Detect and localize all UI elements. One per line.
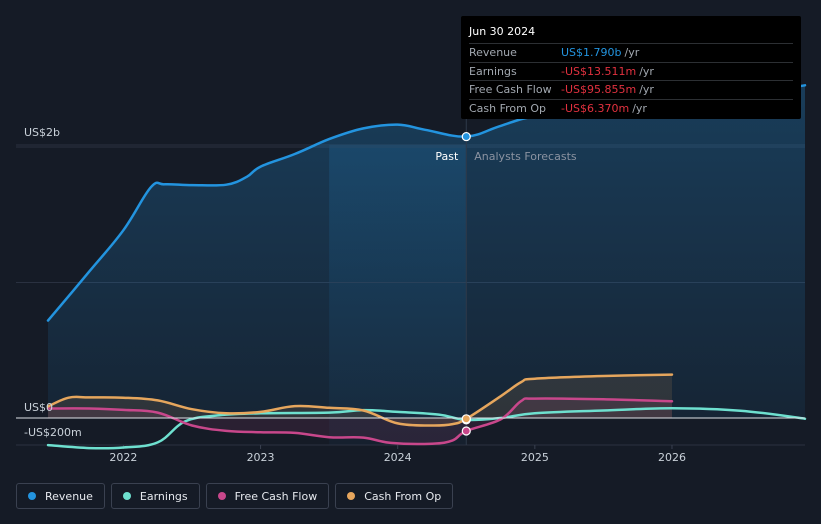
y-label-top: US$2b <box>24 126 60 139</box>
tooltip-row-cash-from-op: Cash From Op -US$6.370m /yr <box>469 98 793 118</box>
legend-label: Cash From Op <box>364 489 442 503</box>
legend-item-revenue[interactable]: Revenue <box>16 483 105 509</box>
earnings-line <box>46 406 807 450</box>
cash-from-op-dot-icon <box>347 492 356 500</box>
legend-item-earnings[interactable]: Earnings <box>110 483 200 509</box>
tooltip-value: -US$13.511m <box>561 64 637 78</box>
x-tick-label: 2025 <box>521 451 549 464</box>
cash-from-op-area <box>48 374 672 426</box>
free-cash-flow-line <box>46 397 674 446</box>
tooltip-unit: /yr <box>639 64 654 78</box>
legend-label: Free Cash Flow <box>234 489 318 503</box>
cash-from-op-marker <box>461 414 471 424</box>
tooltip-unit: /yr <box>624 46 640 60</box>
x-tick-label: 2026 <box>658 451 686 464</box>
free-cash-flow-area <box>48 398 672 444</box>
free-cash-flow-dot-icon <box>217 492 226 500</box>
tooltip-value: -US$95.855m <box>561 83 637 97</box>
tooltip-row-revenue: Revenue US$1.790b /yr <box>469 43 793 62</box>
legend-label: Revenue <box>45 489 93 503</box>
x-tick-label: 2023 <box>247 451 275 464</box>
y-label-bottom: -US$200m <box>24 426 82 439</box>
past-label: Past <box>435 150 459 163</box>
forecast-label: Analysts Forecasts <box>474 150 577 163</box>
x-tick-label: 2022 <box>109 451 137 464</box>
y-label-zero: US$0 <box>24 401 53 414</box>
tooltip-unit: /yr <box>639 83 654 97</box>
tooltip-row-earnings: Earnings -US$13.511m /yr <box>469 61 793 81</box>
revenue-dot-icon <box>28 492 36 500</box>
tooltip-date: Jun 30 2024 <box>469 25 536 38</box>
tooltip-label: Cash From Op <box>469 101 547 115</box>
legend-item-free-cash-flow[interactable]: Free Cash Flow <box>205 483 330 509</box>
legend-item-cash-from-op[interactable]: Cash From Op <box>335 483 454 509</box>
tooltip-unit: /yr <box>632 101 647 115</box>
x-tick-label: 2024 <box>384 451 412 464</box>
chart-legend: Revenue Earnings Free Cash Flow Cash Fro… <box>16 483 454 509</box>
tooltip-label: Free Cash Flow <box>469 83 552 97</box>
tooltip-value: -US$6.370m <box>561 101 630 115</box>
revenue-area <box>48 85 805 419</box>
tooltip-label: Earnings <box>469 64 517 78</box>
hover-tooltip: Jun 30 2024 Revenue US$1.790b /yr Earnin… <box>461 16 801 119</box>
earnings-dot-icon <box>122 492 131 500</box>
tooltip-row-free-cash-flow: Free Cash Flow -US$95.855m /yr <box>469 80 793 99</box>
cash-from-op-line <box>46 373 674 427</box>
tooltip-value: US$1.790b <box>561 46 622 60</box>
free-cash-flow-marker <box>461 426 471 436</box>
revenue-marker <box>461 131 471 142</box>
legend-label: Earnings <box>139 489 188 503</box>
tooltip-label: Revenue <box>469 46 517 60</box>
